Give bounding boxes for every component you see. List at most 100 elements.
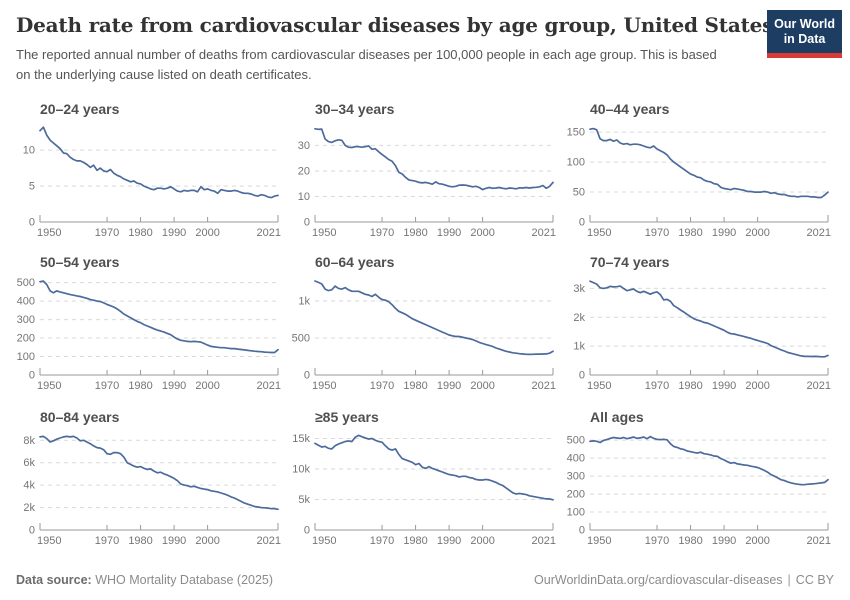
x-tick-label: 1980 — [403, 535, 427, 547]
x-tick-label: 1950 — [587, 227, 611, 239]
x-tick-label: 1950 — [37, 380, 61, 392]
x-tick-label: 2000 — [195, 380, 219, 392]
y-tick-label: 10 — [298, 191, 310, 203]
data-line — [314, 434, 554, 501]
chart-cell: 80–84 years 2k 4k 6k 8k 0 1950 1970 1980 1990 2000… — [10, 403, 285, 553]
x-tick-label: 1980 — [403, 380, 427, 392]
x-tick-label: 2021 — [257, 380, 281, 392]
data-line — [589, 127, 829, 199]
footer-url: OurWorldinData.org/cardiovascular-diseas… — [534, 573, 783, 587]
x-tick-label: 1990 — [437, 535, 461, 547]
x-tick-label: 1950 — [587, 535, 611, 547]
y-tick-label: 2k — [573, 312, 585, 324]
chart-cell: ≥85 years 5k 10k 15k 0 1950 1970 1980 1990 2000 20… — [285, 403, 560, 553]
y-tick-label: 2k — [23, 502, 35, 514]
x-tick-label: 1970 — [95, 227, 119, 239]
chart-cell: 60–64 years 500 1k 0 1950 1970 1980 1990 2000 202… — [285, 248, 560, 403]
y-tick-label: 400 — [17, 296, 35, 308]
y-tick-label: 400 — [567, 453, 585, 465]
x-tick-label: 1970 — [95, 535, 119, 547]
chart-cell: 20–24 years 5 10 0 1950 1970 1980 1990 2000 2021 — [10, 95, 285, 248]
x-tick-label: 1980 — [678, 535, 702, 547]
y-tick-label: 0 — [579, 370, 585, 382]
chart-cell: 30–34 years 10 20 30 0 1950 1970 1980 1990 2000 20… — [285, 95, 560, 248]
x-tick-label: 2021 — [532, 227, 556, 239]
x-tick-label: 1990 — [712, 227, 736, 239]
x-tick-label: 2021 — [257, 227, 281, 239]
owid-logo: Our World in Data — [767, 10, 842, 58]
y-tick-label: 0 — [29, 217, 35, 229]
x-tick-label: 1970 — [370, 535, 394, 547]
y-tick-label: 0 — [29, 370, 35, 382]
x-tick-label: 1970 — [645, 380, 669, 392]
chart-title: 70–74 years — [590, 254, 670, 270]
x-tick-label: 1980 — [678, 227, 702, 239]
y-tick-label: 10 — [23, 145, 35, 157]
footer-separator: | — [787, 573, 791, 587]
data-line — [589, 280, 829, 358]
y-tick-label: 1k — [573, 341, 585, 353]
chart-title: ≥85 years — [315, 409, 379, 425]
data-source-value: WHO Mortality Database (2025) — [91, 573, 274, 587]
data-source: Data source: WHO Mortality Database (202… — [16, 573, 273, 587]
x-tick-label: 2021 — [807, 227, 831, 239]
y-tick-label: 300 — [17, 314, 35, 326]
x-tick-label: 1950 — [37, 535, 61, 547]
y-tick-label: 500 — [567, 435, 585, 447]
y-tick-label: 300 — [567, 471, 585, 483]
y-tick-label: 15k — [292, 433, 310, 445]
data-line — [39, 435, 279, 511]
chart-title: 30–34 years — [315, 101, 395, 117]
data-line — [314, 127, 554, 191]
y-tick-label: 0 — [304, 370, 310, 382]
x-tick-label: 1980 — [128, 535, 152, 547]
y-tick-label: 500 — [292, 332, 310, 344]
x-tick-label: 2021 — [257, 535, 281, 547]
x-tick-label: 1980 — [678, 380, 702, 392]
x-tick-label: 1950 — [312, 535, 336, 547]
y-tick-label: 1k — [298, 295, 310, 307]
x-tick-label: 2021 — [532, 535, 556, 547]
x-tick-label: 2000 — [745, 227, 769, 239]
x-tick-label: 1950 — [312, 380, 336, 392]
y-tick-label: 100 — [567, 157, 585, 169]
chart-title: 50–54 years — [40, 254, 120, 270]
owid-logo-line2: in Data — [783, 32, 826, 46]
x-tick-label: 1990 — [162, 380, 186, 392]
data-line — [39, 126, 279, 199]
x-tick-label: 2000 — [470, 535, 494, 547]
data-source-label: Data source: — [16, 573, 92, 587]
y-tick-label: 6k — [23, 457, 35, 469]
chart-cell: 50–54 years 100 200 300 400 500 0 1950 1970 1980 1… — [10, 248, 285, 403]
y-tick-label: 10k — [292, 463, 310, 475]
y-tick-label: 100 — [17, 351, 35, 363]
x-tick-label: 1990 — [712, 380, 736, 392]
page-title: Death rate from cardiovascular diseases … — [16, 13, 774, 37]
x-tick-label: 1980 — [128, 380, 152, 392]
x-tick-label: 2000 — [745, 380, 769, 392]
footer-right: OurWorldinData.org/cardiovascular-diseas… — [534, 573, 834, 587]
chart-title: 40–44 years — [590, 101, 670, 117]
chart-cell: All ages 100 200 300 400 500 0 1950 1970 1980 1990… — [560, 403, 835, 553]
x-tick-label: 2000 — [195, 227, 219, 239]
y-tick-label: 50 — [573, 187, 585, 199]
data-line — [589, 435, 829, 486]
x-tick-label: 2021 — [532, 380, 556, 392]
y-tick-label: 30 — [298, 140, 310, 152]
y-tick-label: 4k — [23, 480, 35, 492]
y-tick-label: 0 — [304, 525, 310, 537]
y-tick-label: 5k — [298, 494, 310, 506]
owid-logo-line1: Our World — [774, 17, 835, 31]
chart-cell: 70–74 years 1k 2k 3k 0 1950 1970 1980 1990 2000 20… — [560, 248, 835, 403]
charts-grid: 20–24 years 5 10 0 1950 1970 1980 1990 2000 2021 3… — [10, 95, 835, 553]
y-tick-label: 150 — [567, 127, 585, 139]
x-tick-label: 2000 — [470, 227, 494, 239]
x-tick-label: 1990 — [162, 227, 186, 239]
x-tick-label: 1990 — [437, 380, 461, 392]
